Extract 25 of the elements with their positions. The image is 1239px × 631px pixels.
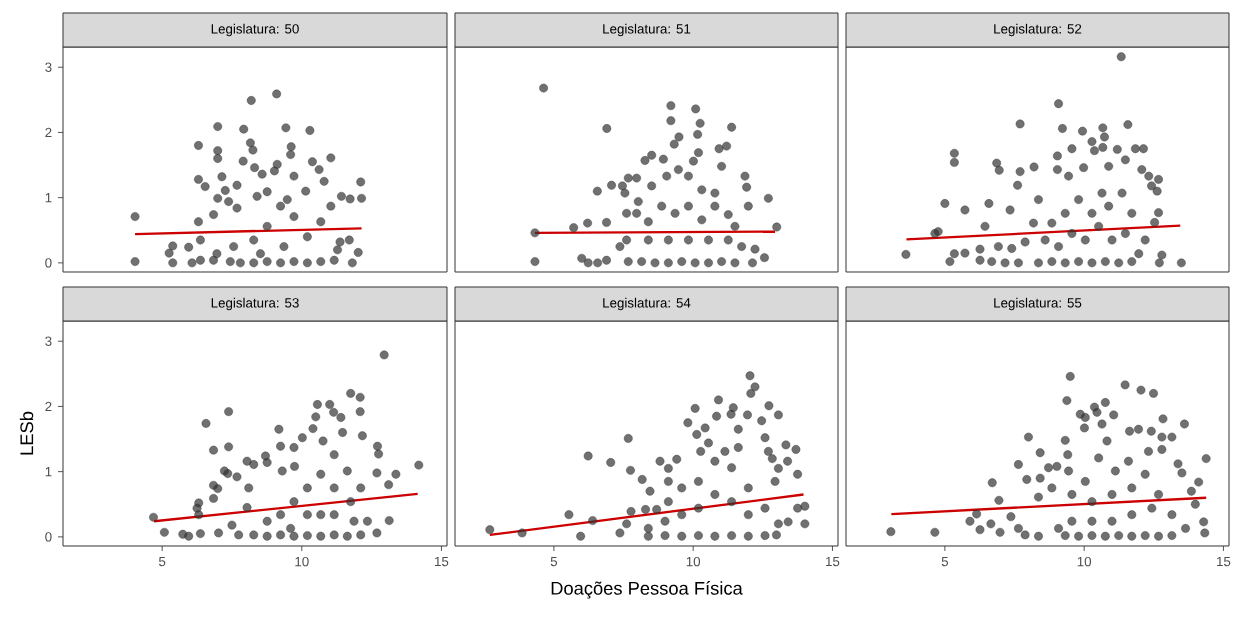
- chart-title: Legislatura: 53: [211, 297, 299, 311]
- x-tick-label: 5: [158, 556, 166, 567]
- y-axis-title: LESb: [19, 411, 34, 455]
- chart-title: Legislatura: 52: [994, 23, 1082, 37]
- y-tick-label: 2: [45, 401, 52, 412]
- y-tick-label: 3: [45, 62, 52, 72]
- x-tick-label: 15: [826, 556, 840, 567]
- chart-title: Legislatura: 51: [603, 23, 691, 37]
- chart-title: Legislatura: 50: [211, 23, 299, 37]
- x-tick-label: 15: [1217, 556, 1231, 567]
- x-tick-label: 5: [941, 556, 949, 567]
- y-tick-label: 0: [45, 532, 52, 542]
- x-tick-label: 10: [1077, 556, 1092, 567]
- y-tick-label: 1: [45, 467, 52, 477]
- y-tick-label: 3: [45, 336, 52, 346]
- chart-title: Legislatura: 54: [603, 297, 691, 311]
- x-tick-label: 15: [435, 556, 449, 567]
- x-tick-label: 5: [550, 556, 558, 567]
- y-tick-label: 1: [45, 193, 52, 203]
- y-tick-label: 0: [45, 258, 52, 268]
- x-tick-label: 10: [686, 556, 701, 567]
- x-axis-title: Doações Pessoa Física: [551, 581, 743, 599]
- x-tick-label: 10: [295, 556, 309, 567]
- y-tick-label: 2: [45, 127, 52, 138]
- chart-title: Legislatura: 55: [994, 297, 1082, 311]
